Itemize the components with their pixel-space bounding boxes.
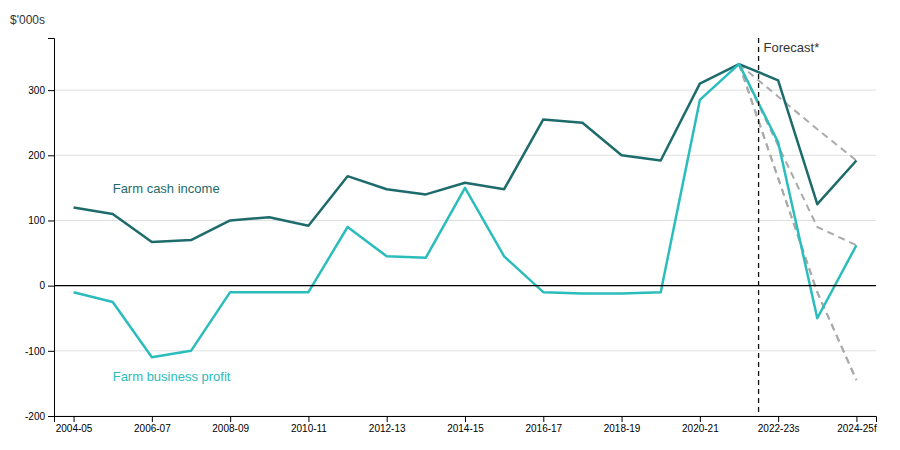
x-tick-label: 2024-25f <box>837 423 877 434</box>
series-label: Farm cash income <box>113 181 220 196</box>
x-tick-label: 2020-21 <box>682 423 719 434</box>
x-tick-mark <box>465 416 466 422</box>
series-line <box>74 64 857 357</box>
x-tick-mark <box>308 416 309 422</box>
x-tick-mark <box>543 416 544 422</box>
forecast-range-line <box>739 64 856 380</box>
x-tick-label: 2014-15 <box>447 423 484 434</box>
y-tick: 300 <box>28 85 54 96</box>
x-tick: 2018-19 <box>604 416 641 434</box>
x-tick-mark <box>74 416 75 422</box>
y-tick-label: 200 <box>28 150 45 161</box>
x-tick-mark <box>230 416 231 422</box>
y-tick-label: 300 <box>28 85 45 96</box>
x-tick-label: 2006-07 <box>134 423 171 434</box>
forecast-range-line <box>739 64 856 380</box>
x-tick: 2010-11 <box>291 416 327 434</box>
x-tick-label: 2008-09 <box>212 423 249 434</box>
grid-line <box>54 220 876 221</box>
forecast-range-line <box>739 64 856 245</box>
x-tick-label: 2016-17 <box>525 423 562 434</box>
x-tick: 2016-17 <box>525 416 562 434</box>
x-tick-label: 2018-19 <box>604 423 641 434</box>
x-tick: 2008-09 <box>212 416 249 434</box>
x-tick: 2022-23s <box>758 416 800 434</box>
x-tick-mark <box>856 416 857 422</box>
x-axis-line <box>55 417 877 423</box>
y-tick-label: 0 <box>39 280 45 291</box>
y-tick: 100 <box>28 215 54 226</box>
zero-line <box>54 285 876 286</box>
y-tick-mark <box>48 416 54 417</box>
y-axis-line <box>48 39 55 417</box>
y-tick-label: 100 <box>28 215 45 226</box>
x-tick-mark <box>387 416 388 422</box>
chart: -200-10001002003002004-052006-072008-092… <box>0 0 900 450</box>
x-axis: 2004-05 2006-07 2008-09 2010-11 2012-13 2014-… <box>55 416 877 434</box>
grid-line <box>54 350 876 351</box>
grid-line <box>54 155 876 156</box>
x-tick-label: 2004-05 <box>56 423 93 434</box>
x-tick-label: 2010-11 <box>291 423 327 434</box>
grid <box>54 90 876 416</box>
x-tick-mark <box>778 416 779 422</box>
y-tick: 0 <box>39 280 54 291</box>
y-tick: -100 <box>25 346 54 357</box>
x-tick: 2020-21 <box>682 416 719 434</box>
y-tick-label: -200 <box>25 411 45 422</box>
x-tick: 2012-13 <box>369 416 406 434</box>
y-axis: -200 -100 0 100 200 300 <box>25 39 55 422</box>
y-tick-mark <box>48 220 54 221</box>
y-tick-mark <box>48 155 54 156</box>
y-tick-label: -100 <box>25 346 45 357</box>
x-tick: 2024-25f <box>837 416 877 434</box>
x-tick-mark <box>622 416 623 422</box>
series-label: Farm business profit <box>113 369 231 384</box>
y-tick: -200 <box>25 411 54 422</box>
y-axis-title: $'000s <box>10 13 45 27</box>
y-tick-mark <box>48 286 54 287</box>
y-tick-mark <box>48 90 54 91</box>
annotation: Forecast* <box>764 40 820 55</box>
x-tick-mark <box>152 416 153 422</box>
series-line <box>74 64 857 242</box>
x-tick-mark <box>700 416 701 422</box>
forecast-start-line <box>758 38 759 416</box>
x-tick: 2014-15 <box>447 416 484 434</box>
x-tick-label: 2022-23s <box>758 423 800 434</box>
grid-line <box>54 285 876 286</box>
x-tick: 2006-07 <box>134 416 171 434</box>
y-tick-mark <box>48 351 54 352</box>
plot-area <box>74 64 857 380</box>
y-tick: 200 <box>28 150 54 161</box>
x-tick: 2004-05 <box>56 416 93 434</box>
x-tick-label: 2012-13 <box>369 423 406 434</box>
